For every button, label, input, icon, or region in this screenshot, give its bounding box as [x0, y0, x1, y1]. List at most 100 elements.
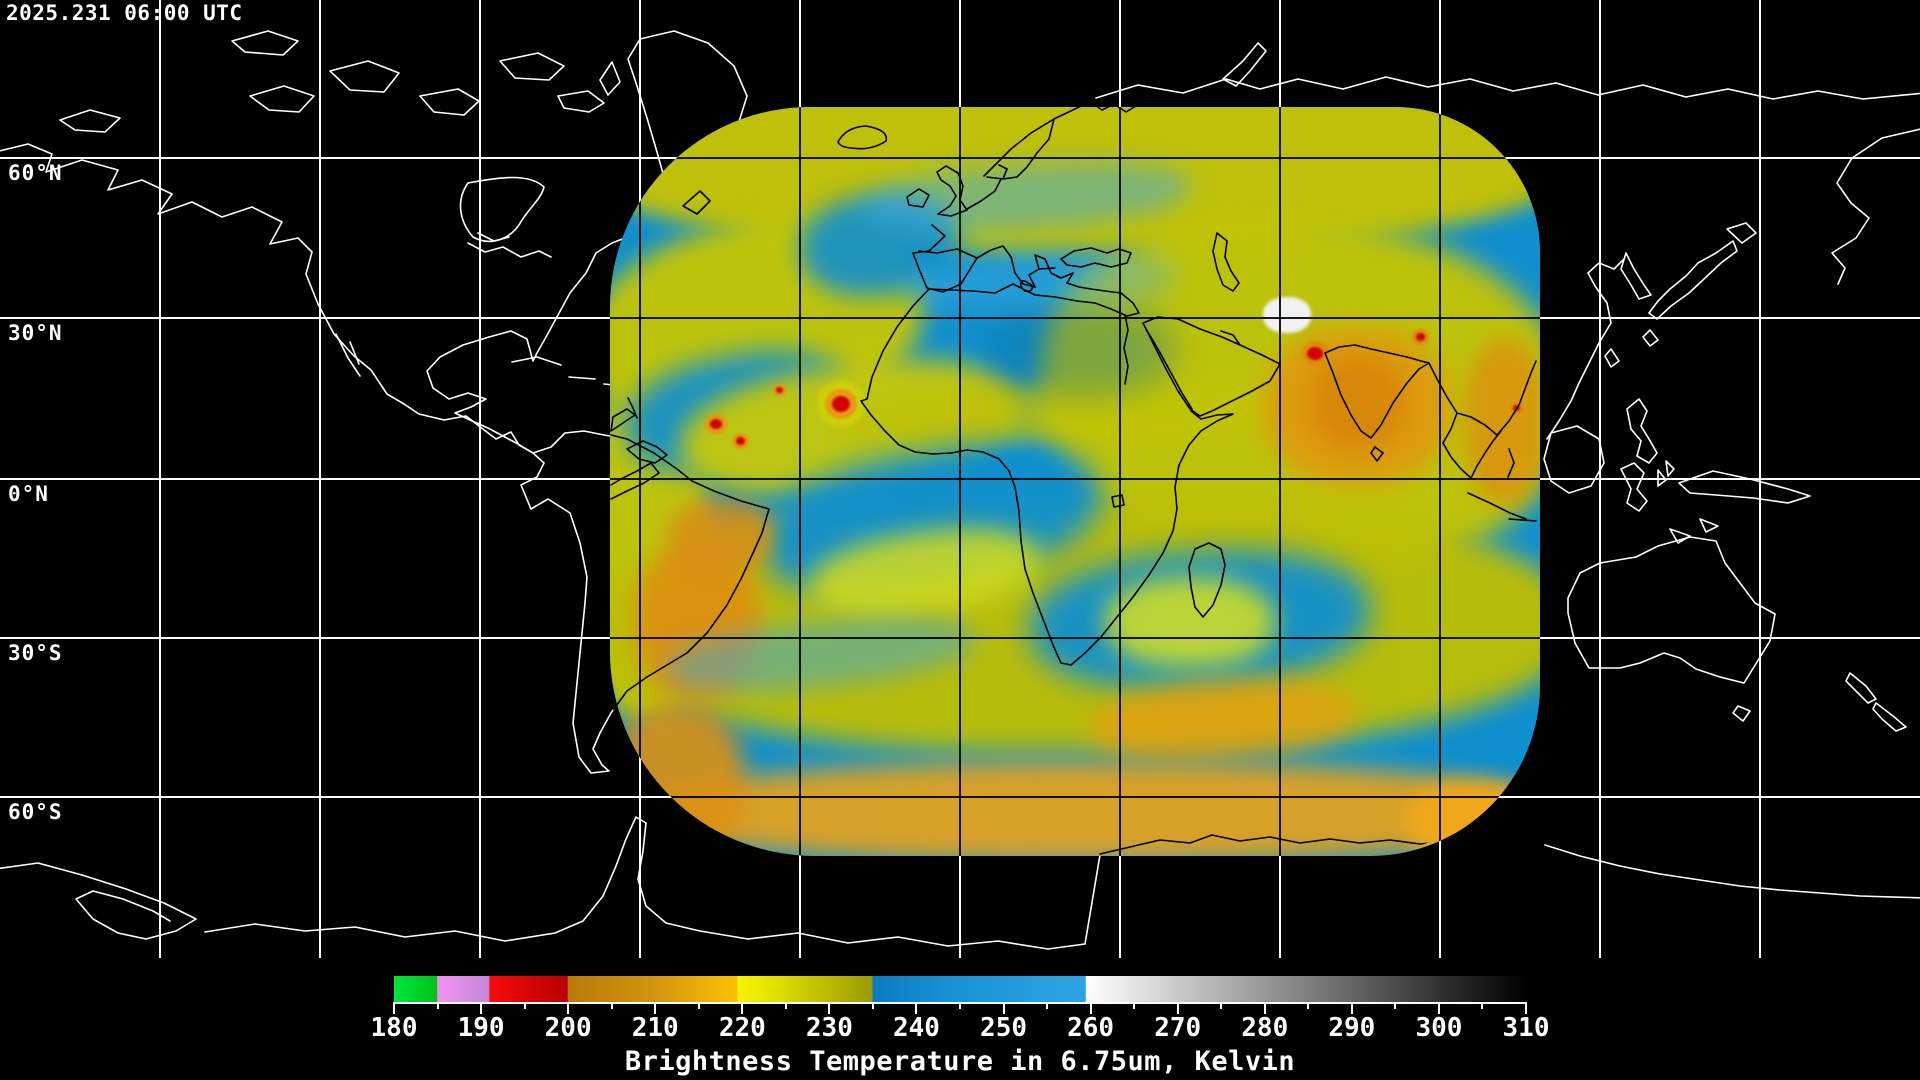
coast-baja — [335, 333, 361, 377]
wv-orange-india-core — [1310, 355, 1405, 450]
colorbar-tick — [1307, 1002, 1310, 1009]
colorbar-tick — [1481, 1002, 1484, 1009]
graticule-lat-line-inside — [610, 317, 1540, 319]
coast-scandinavia — [983, 107, 1137, 180]
colorbar-tick-label: 270 — [1154, 1013, 1202, 1043]
colorbar-tick — [741, 1002, 744, 1014]
wv-red-core-2 — [736, 437, 745, 445]
latitude-label: 0°N — [8, 482, 49, 506]
coast-mediterranean — [928, 245, 1140, 317]
colorbar-tick-label: 290 — [1328, 1013, 1376, 1043]
colorbar-tick-label: 210 — [631, 1013, 679, 1043]
madagascar — [1188, 542, 1226, 618]
colorbar-tick — [654, 1002, 657, 1014]
coast-ne-asia — [1831, 128, 1920, 285]
coast-hudson-bay — [459, 176, 545, 243]
caspian-sea — [1212, 232, 1240, 292]
colorbar-tick — [959, 1002, 961, 1009]
colorbar-tick — [1525, 1002, 1527, 1014]
wv-hurricane-erin-eye — [832, 396, 850, 412]
coast-us-east-gulf — [426, 218, 677, 454]
colorbar-tick — [1176, 1002, 1179, 1014]
coast-africa — [860, 288, 1234, 666]
colorbar-tick — [1220, 1002, 1223, 1009]
greenland-tip — [682, 190, 711, 215]
wv-orange-br-corner — [1405, 782, 1540, 856]
philippines — [1626, 398, 1667, 487]
borneo — [1543, 425, 1605, 494]
colorbar-tick-label: 300 — [1415, 1013, 1463, 1043]
colorbar-tick-label: 250 — [980, 1013, 1028, 1043]
coast-nova-scotia-newfoundland — [610, 408, 668, 500]
colorbar-tick-label: 190 — [457, 1013, 505, 1043]
colorbar-tick — [871, 1002, 874, 1009]
coast-india — [1324, 344, 1430, 462]
antarctica-inside — [1099, 834, 1540, 855]
graticule-lat-line-inside — [610, 157, 1540, 159]
colorbar-tick-label: 230 — [805, 1013, 853, 1043]
black-sea — [1060, 247, 1132, 268]
colorbar-tick — [523, 1002, 526, 1009]
colorbar-tick — [828, 1002, 831, 1014]
colorbar-caption: Brightness Temperature in 6.75um, Kelvin — [624, 1046, 1296, 1077]
colorbar-tick — [697, 1002, 700, 1009]
colorbar-tick — [567, 1002, 570, 1014]
latitude-label: 60°S — [8, 800, 63, 824]
wv-red-core-india — [1307, 347, 1323, 360]
colorbar-tick-label: 200 — [544, 1013, 592, 1043]
wv-red-core-1 — [710, 419, 722, 429]
coast-china — [1546, 258, 1625, 440]
coast-russia-arctic — [1095, 76, 1920, 100]
wv-orange-rio — [668, 499, 773, 574]
coast-uk-ireland — [906, 165, 968, 217]
graticule-lon-line-inside — [959, 107, 961, 856]
new-guinea — [1678, 470, 1811, 504]
coast-japan — [1642, 222, 1757, 347]
colorbar-tick — [1089, 1002, 1092, 1014]
lake-victoria — [1111, 494, 1125, 508]
colorbar-tick-label: 180 — [370, 1013, 418, 1043]
colorbar-tick — [393, 1002, 395, 1014]
wv-white-anomaly-patch — [1263, 297, 1311, 333]
coast-korea — [1620, 252, 1652, 300]
colorbar-tick — [610, 1002, 613, 1009]
graticule-lon-line-inside — [799, 107, 801, 856]
coast-arabia — [1142, 316, 1281, 417]
satellite-swath — [610, 107, 1540, 856]
graticule-lat-line-inside — [610, 637, 1540, 639]
coast-indochina — [1428, 360, 1537, 479]
tasmania — [1732, 705, 1751, 722]
colorbar-tick — [436, 1002, 439, 1009]
colorbar-tick-label: 240 — [892, 1013, 940, 1043]
great-lakes — [467, 232, 552, 258]
coast-australia — [1567, 536, 1776, 684]
new-zealand — [1845, 672, 1907, 732]
colorbar-tick — [1437, 1002, 1440, 1014]
latitude-label: 30°S — [8, 641, 63, 665]
colorbar-tick-label: 260 — [1067, 1013, 1115, 1043]
graticule-lon-line-inside — [1279, 107, 1281, 856]
arctic-islands — [59, 30, 621, 133]
colorbar — [394, 976, 1526, 1004]
wv-red-core-3 — [776, 387, 783, 393]
colorbar-tick — [480, 1002, 483, 1014]
sulawesi — [1620, 462, 1648, 512]
coast-caribbean — [511, 356, 634, 418]
latitude-label: 30°N — [8, 321, 63, 345]
colorbar-tick — [1002, 1002, 1005, 1014]
latitude-label: 60°N — [8, 161, 63, 185]
graticule-lon-line-inside — [1119, 107, 1121, 856]
colorbar-tick — [1394, 1002, 1397, 1009]
timestamp: 2025.231 06:00 UTC — [6, 1, 243, 25]
graticule-lon-line-inside — [1439, 107, 1441, 856]
colorbar-tick-label: 280 — [1241, 1013, 1289, 1043]
taiwan — [1604, 348, 1620, 368]
colorbar-tick — [1133, 1002, 1136, 1009]
coast-europe-west — [912, 178, 1002, 293]
colorbar-tick — [784, 1002, 787, 1009]
graticule-lat-line-inside — [610, 478, 1540, 480]
novaya-zemlya — [1222, 42, 1267, 87]
iceland — [837, 125, 888, 150]
